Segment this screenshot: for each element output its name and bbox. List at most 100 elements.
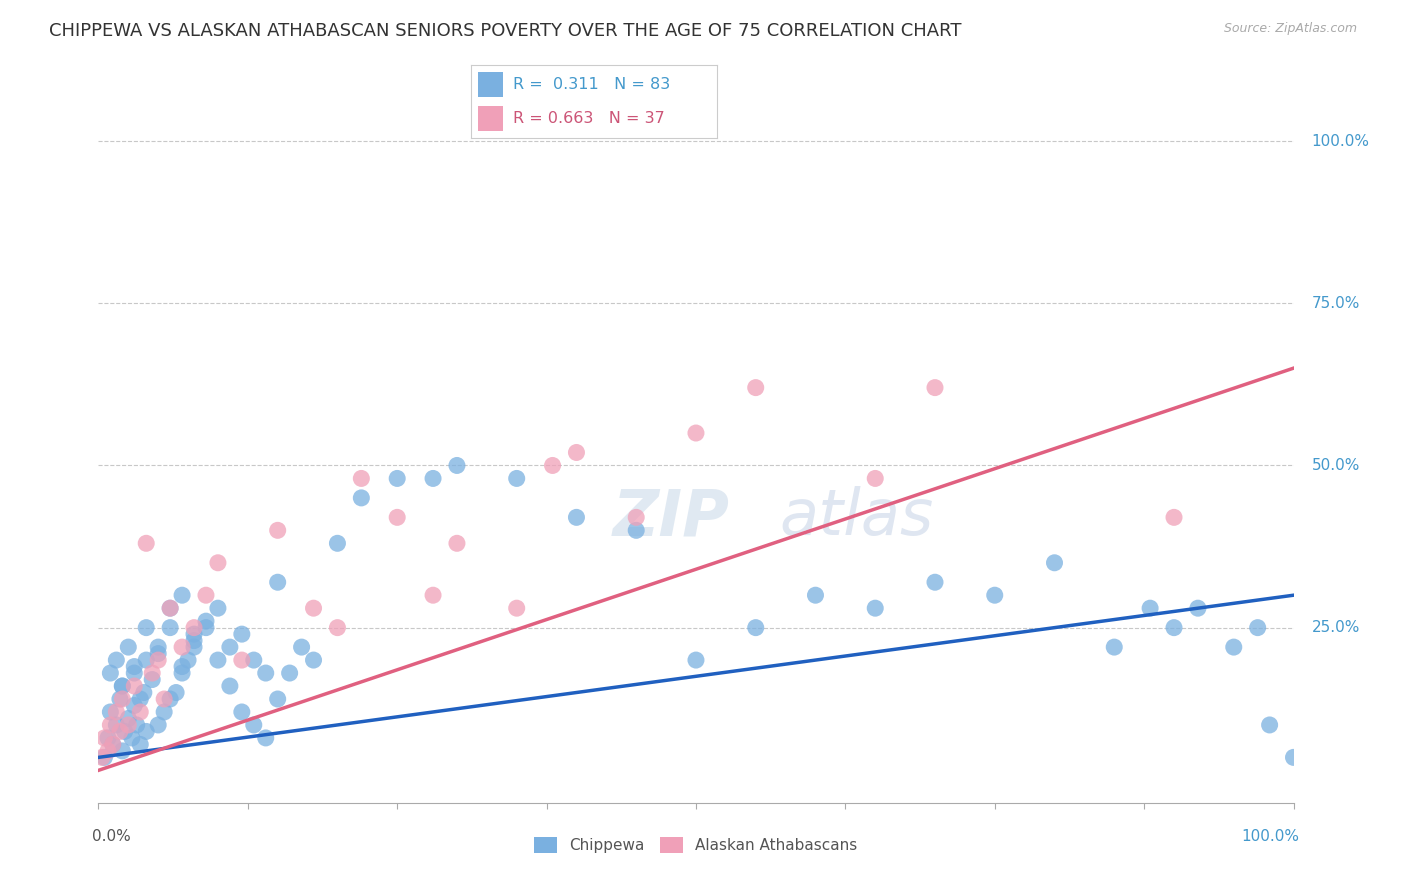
- Point: [231, 627, 253, 641]
- Point: [1247, 621, 1270, 635]
- Point: [207, 601, 229, 615]
- Point: [93, 750, 115, 764]
- Point: [865, 471, 887, 485]
- Point: [105, 653, 128, 667]
- Point: [267, 524, 290, 538]
- Point: [111, 679, 134, 693]
- Point: [129, 705, 152, 719]
- Point: [159, 692, 181, 706]
- Point: [506, 601, 529, 615]
- Point: [1282, 750, 1305, 764]
- Point: [1163, 510, 1185, 524]
- Point: [105, 718, 128, 732]
- Point: [93, 731, 115, 745]
- Point: [159, 621, 181, 635]
- Point: [148, 718, 170, 732]
- Point: [105, 705, 128, 719]
- Point: [1163, 621, 1185, 635]
- Text: atlas: atlas: [780, 486, 934, 549]
- Point: [685, 425, 707, 440]
- Point: [984, 588, 1007, 602]
- Point: [117, 718, 139, 732]
- Point: [172, 640, 194, 654]
- Point: [195, 588, 218, 602]
- Text: 100.0%: 100.0%: [1241, 829, 1299, 844]
- Point: [114, 724, 136, 739]
- Point: [98, 718, 122, 732]
- Point: [135, 653, 157, 667]
- Point: [350, 491, 373, 505]
- Point: [254, 731, 277, 745]
- Point: [153, 705, 176, 719]
- Point: [111, 679, 134, 693]
- Point: [108, 692, 131, 706]
- Point: [165, 685, 187, 699]
- Point: [1104, 640, 1126, 654]
- Point: [219, 640, 242, 654]
- Point: [745, 381, 768, 395]
- Point: [267, 692, 290, 706]
- Point: [924, 575, 946, 590]
- Text: 75.0%: 75.0%: [1312, 296, 1360, 310]
- Point: [291, 640, 314, 654]
- Point: [183, 633, 205, 648]
- Point: [124, 679, 146, 693]
- Point: [141, 666, 163, 681]
- Point: [865, 601, 887, 615]
- Point: [326, 536, 349, 550]
- Point: [159, 601, 181, 615]
- Point: [124, 666, 146, 681]
- Point: [159, 601, 181, 615]
- Point: [231, 653, 253, 667]
- Point: [302, 601, 325, 615]
- Point: [804, 588, 827, 602]
- Point: [446, 536, 468, 550]
- Point: [91, 750, 114, 764]
- Text: R =  0.311   N = 83: R = 0.311 N = 83: [513, 77, 671, 92]
- Point: [231, 705, 253, 719]
- Point: [117, 640, 139, 654]
- Point: [172, 659, 194, 673]
- Point: [207, 653, 229, 667]
- Point: [124, 659, 146, 673]
- Point: [385, 471, 409, 485]
- Point: [141, 673, 163, 687]
- Point: [172, 588, 194, 602]
- Bar: [478, 71, 503, 96]
- Point: [195, 621, 218, 635]
- Point: [446, 458, 468, 473]
- Point: [135, 536, 157, 550]
- Point: [243, 653, 266, 667]
- Point: [278, 666, 301, 681]
- Point: [685, 653, 707, 667]
- Point: [129, 738, 152, 752]
- Point: [207, 556, 229, 570]
- Point: [98, 666, 122, 681]
- Point: [97, 731, 120, 745]
- Point: [541, 458, 564, 473]
- Point: [422, 588, 444, 602]
- Point: [626, 510, 648, 524]
- Point: [422, 471, 444, 485]
- Point: [177, 653, 200, 667]
- Point: [148, 640, 170, 654]
- Point: [195, 614, 218, 628]
- Text: ZIP: ZIP: [613, 486, 730, 549]
- Point: [267, 575, 290, 590]
- Point: [183, 640, 205, 654]
- Point: [1139, 601, 1161, 615]
- Text: 100.0%: 100.0%: [1312, 134, 1369, 149]
- Point: [148, 647, 170, 661]
- Point: [97, 744, 120, 758]
- Point: [129, 692, 152, 706]
- Bar: [478, 106, 503, 131]
- Point: [172, 666, 194, 681]
- Point: [326, 621, 349, 635]
- Point: [135, 621, 157, 635]
- Point: [132, 685, 155, 699]
- Point: [745, 621, 768, 635]
- Text: 50.0%: 50.0%: [1312, 458, 1360, 473]
- Point: [125, 718, 148, 732]
- Point: [183, 627, 205, 641]
- Point: [135, 724, 157, 739]
